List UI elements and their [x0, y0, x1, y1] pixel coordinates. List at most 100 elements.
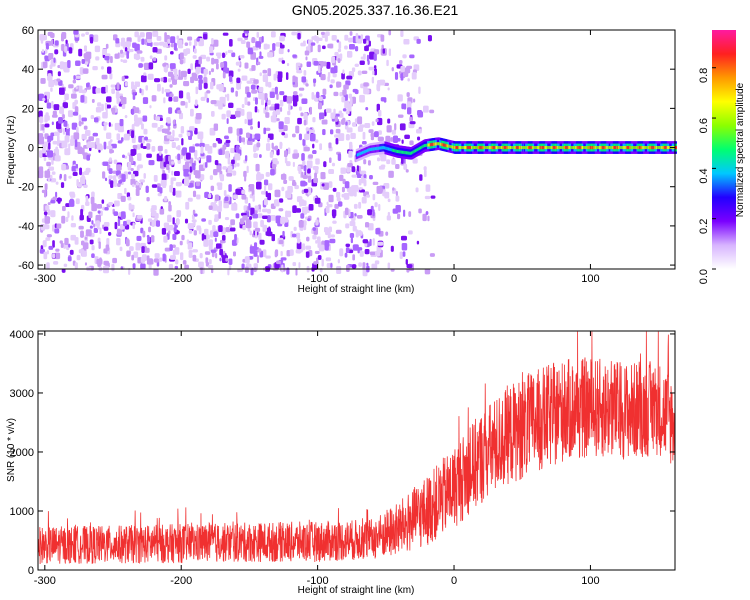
- spectrogram-cell: [236, 77, 241, 84]
- spectrogram-cell: [50, 200, 56, 204]
- spectrogram-cell: [263, 179, 269, 186]
- spectrogram-cell: [367, 223, 374, 231]
- spectrogram-cell: [229, 39, 233, 47]
- spectrogram-cell: [327, 43, 334, 49]
- spectrogram-cell: [278, 57, 282, 62]
- spectrogram-cell: [47, 209, 51, 216]
- spectrogram-cell: [264, 185, 267, 192]
- spectrogram-cell: [83, 96, 88, 104]
- spectrogram-cell: [415, 187, 419, 193]
- spectrogram-cell: [96, 204, 103, 209]
- spectrogram-cell: [423, 105, 429, 113]
- spectrogram-cell: [148, 160, 155, 166]
- spectrogram-cell: [55, 191, 58, 198]
- spectrogram-cell: [403, 38, 410, 45]
- spectrogram-cell: [99, 144, 103, 151]
- y-tick-label: -60: [18, 260, 34, 272]
- spectrogram-cell: [57, 65, 61, 69]
- spectrogram-cell: [240, 108, 245, 116]
- spectrogram-cell: [302, 138, 306, 146]
- spectrogram-cell: [257, 248, 262, 253]
- spectrogram-cell: [197, 131, 204, 140]
- spectrogram-cell: [132, 183, 135, 188]
- spectrogram-cell: [240, 39, 246, 45]
- spectrogram-cell: [386, 215, 391, 221]
- spectrogram-cell: [405, 258, 408, 265]
- spectrogram-cell: [230, 87, 235, 93]
- spectrogram-cell: [161, 128, 167, 133]
- spectrogram-cell: [344, 181, 350, 189]
- spectrogram-cell: [226, 172, 233, 177]
- spectrogram-cell: [43, 157, 47, 162]
- spectrogram-cell: [342, 117, 346, 122]
- spectrogram-cell: [167, 78, 172, 83]
- spectrogram-cell: [376, 103, 380, 112]
- spectrogram-cell: [255, 163, 260, 172]
- spectrogram-cell: [186, 92, 190, 100]
- spectrogram-cell: [335, 138, 339, 145]
- spectrogram-cell: [359, 94, 365, 103]
- spectrogram-cell: [288, 103, 291, 111]
- spectrogram-cell: [226, 118, 229, 125]
- spectrogram-cell: [167, 38, 171, 44]
- spectrogram-cell: [117, 182, 121, 187]
- spectrogram-cell: [235, 110, 241, 118]
- spectrogram-cell: [193, 48, 197, 54]
- spectrogram-cell: [263, 127, 267, 135]
- spectrogram-cell: [313, 261, 319, 265]
- y-tick-label: 40: [22, 64, 34, 76]
- spectrogram-cell: [170, 43, 174, 48]
- spectrogram-cell: [303, 69, 307, 76]
- spectrogram-cell: [154, 253, 160, 258]
- spectrogram-cell: [216, 182, 223, 187]
- spectrogram-cell: [46, 102, 52, 109]
- spectrogram-cell: [188, 229, 193, 234]
- spectrogram-cell: [190, 76, 195, 84]
- spectrogram-cell: [357, 116, 363, 125]
- spectrogram-cell: [77, 183, 83, 188]
- spectrogram-cell: [210, 81, 214, 90]
- spectrogram-cell: [319, 143, 323, 151]
- spectrogram-cell: [139, 179, 145, 183]
- spectrogram-cell: [394, 123, 397, 131]
- spectrogram-cell: [390, 245, 394, 252]
- spectrogram-cell: [116, 164, 122, 171]
- spectrogram-cell: [230, 147, 236, 154]
- spectrogram-cell: [367, 60, 370, 65]
- spectrogram-cell: [177, 110, 182, 114]
- spectrogram-cell: [175, 259, 179, 265]
- spectrogram-cell: [365, 107, 369, 111]
- spectrogram-cell: [300, 42, 306, 47]
- spectrogram-cell: [84, 61, 89, 65]
- colorbar: 0.0 0.2 0.4 0.6 0.8 Normalized spectral ampl…: [698, 30, 746, 284]
- spectrogram-cell: [222, 32, 229, 36]
- spectrogram-cell: [106, 132, 112, 139]
- spectrogram-cell: [143, 173, 146, 179]
- spectrogram-cell: [211, 111, 215, 117]
- spectrogram-cell: [187, 36, 193, 41]
- spectrogram-cell: [90, 196, 95, 205]
- spectrogram-cell: [47, 168, 50, 174]
- spectrogram-cell: [172, 249, 176, 257]
- spectrogram-cell: [88, 211, 93, 219]
- spectrogram-cell: [363, 38, 367, 44]
- spectrogram-cell: [400, 65, 406, 73]
- spectrogram-cell: [262, 215, 268, 219]
- spectrogram-cell: [156, 48, 162, 54]
- spectrogram-cell: [349, 97, 353, 105]
- spectrogram-cell: [180, 252, 184, 261]
- spectrogram-cell: [214, 194, 220, 202]
- spectrogram-cell: [44, 123, 50, 128]
- spectrogram-cell: [135, 242, 141, 251]
- spectrogram-cell: [246, 80, 253, 84]
- spectrogram-cell: [48, 52, 54, 61]
- spectrogram-cell: [399, 123, 406, 131]
- spectrogram-cell: [101, 103, 104, 112]
- spectrogram-cell: [47, 202, 51, 206]
- spectrogram-cell: [199, 142, 205, 148]
- spectrogram-cell: [406, 101, 412, 110]
- spectrogram-cell: [90, 36, 94, 44]
- spectrogram-cell: [153, 174, 158, 182]
- spectrogram-cell: [218, 210, 221, 219]
